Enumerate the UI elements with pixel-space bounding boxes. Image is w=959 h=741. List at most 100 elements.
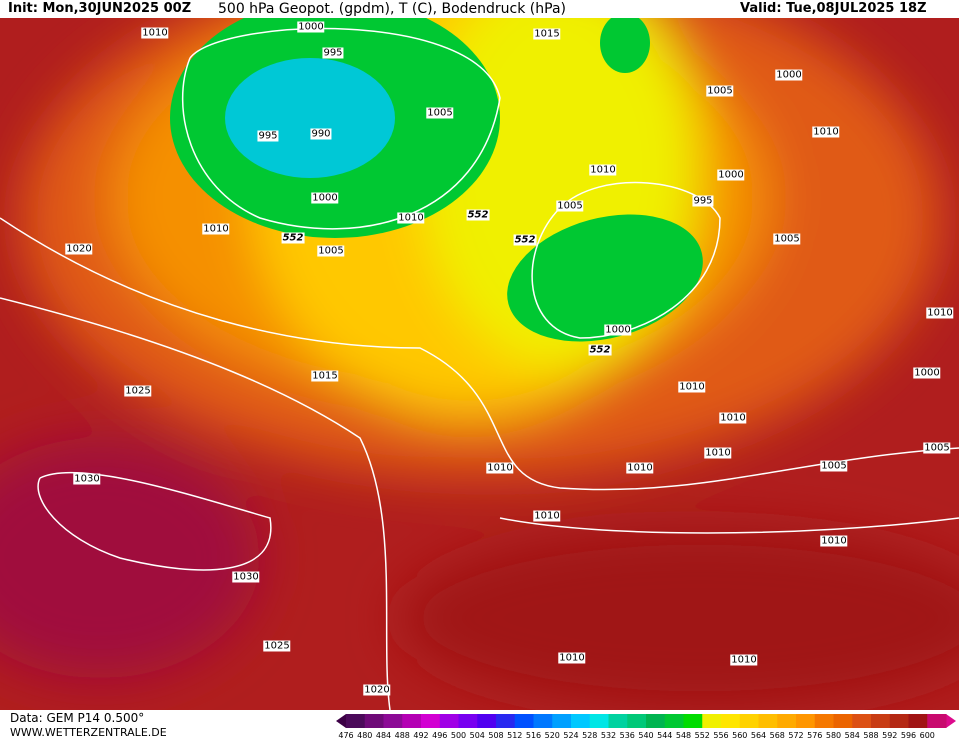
colorbar-tick-label: 536 (620, 731, 635, 740)
colorbar-tick-label: 580 (826, 731, 841, 740)
colorbar-swatch (796, 714, 816, 728)
isobar-label: 1010 (926, 307, 954, 319)
colorbar-swatch (477, 714, 497, 728)
cold-core (225, 58, 395, 178)
colorbar-tick-label: 484 (376, 731, 391, 740)
colorbar-tick-label: 600 (920, 731, 935, 740)
colorbar-tick-label: 592 (882, 731, 897, 740)
geopotential-label: 552 (466, 209, 490, 221)
isobar-label: 1010 (812, 126, 840, 138)
isobar-label: 1025 (263, 640, 291, 652)
colorbar-swatch (664, 714, 684, 728)
colorbar-tick-label: 584 (845, 731, 860, 740)
colorbar-swatch (364, 714, 384, 728)
geopotential-label: 552 (513, 234, 537, 246)
colorbar-swatch (889, 714, 909, 728)
isobar-label: 995 (322, 47, 344, 59)
colorbar-swatch (814, 714, 834, 728)
colorbar-tick-label: 544 (657, 731, 672, 740)
title: 500 hPa Geopot. (gpdm), T (C), Bodendruc… (218, 1, 566, 17)
isobar-label: 1010 (141, 27, 169, 39)
cold-pool (507, 214, 703, 342)
isobar-label: 1005 (556, 200, 584, 212)
geopotential-label: 552 (588, 344, 612, 356)
isobar-label: 1005 (706, 85, 734, 97)
isobar-label: 1030 (73, 473, 101, 485)
colorbar-arrow (336, 714, 346, 728)
colorbar-swatch (721, 714, 741, 728)
colorbar-swatch (908, 714, 928, 728)
colorbar-swatch (346, 714, 366, 728)
colorbar-swatch (627, 714, 647, 728)
isobar-label: 1025 (124, 385, 152, 397)
isobar-label: 1005 (426, 107, 454, 119)
colorbar-tick-label: 560 (732, 731, 747, 740)
colorbar-swatch (739, 714, 759, 728)
colorbar: 476 480 484 488 492 496 500 504 508 512 516 520 524 5… (336, 714, 956, 740)
isobar-label: 1015 (533, 28, 561, 40)
isobar-label: 995 (692, 195, 714, 207)
colorbar-tick-label: 564 (751, 731, 766, 740)
init-time: Init: Mon,30JUN2025 00Z (8, 1, 192, 16)
colorbar-swatch (852, 714, 872, 728)
colorbar-swatch (758, 714, 778, 728)
colorbar-swatch (702, 714, 722, 728)
colorbar-tick-label: 596 (901, 731, 916, 740)
colorbar-swatch (439, 714, 459, 728)
colorbar-tick-label: 488 (395, 731, 410, 740)
isobar-label: 1010 (719, 412, 747, 424)
colorbar-swatch (458, 714, 478, 728)
cold-pool (600, 18, 650, 73)
colorbar-tick-label: 508 (488, 731, 503, 740)
geopotential-label: 552 (281, 232, 305, 244)
isobar-label: 1030 (232, 571, 260, 583)
colorbar-tick-label: 532 (601, 731, 616, 740)
colorbar-tick-label: 556 (713, 731, 728, 740)
colorbar-tick-label: 520 (545, 731, 560, 740)
isobar-label: 1010 (533, 510, 561, 522)
colorbar-tick-label: 576 (807, 731, 822, 740)
isobar-label: 1010 (626, 462, 654, 474)
isobar-label: 1000 (311, 192, 339, 204)
colorbar-tick-label: 528 (582, 731, 597, 740)
colorbar-tick-label: 568 (770, 731, 785, 740)
colorbar-swatch (496, 714, 516, 728)
isobar-label: 1010 (678, 381, 706, 393)
colorbar-swatch (402, 714, 422, 728)
colorbar-tick-label: 552 (695, 731, 710, 740)
isobar-label: 990 (310, 128, 332, 140)
valid-time: Valid: Tue,08JUL2025 18Z (740, 1, 927, 16)
colorbar-swatch (514, 714, 534, 728)
colorbar-tick-label: 540 (638, 731, 653, 740)
colorbar-tick-label: 476 (338, 731, 353, 740)
isobar-label: 1010 (820, 535, 848, 547)
colorbar-swatch (646, 714, 666, 728)
isobar-lines (0, 27, 959, 710)
isobar-label: 995 (257, 130, 279, 142)
colorbar-swatch (533, 714, 553, 728)
colorbar-tick-label: 496 (432, 731, 447, 740)
isobar-label: 1010 (486, 462, 514, 474)
site: WWW.WETTERZENTRALE.DE (10, 726, 167, 739)
isobar-label: 1010 (558, 652, 586, 664)
isobar-label: 1015 (311, 370, 339, 382)
isobar-label: 1000 (604, 324, 632, 336)
colorbar-tick-label: 504 (470, 731, 485, 740)
colorbar-swatch (833, 714, 853, 728)
isobar-label: 1000 (913, 367, 941, 379)
colorbar-swatch (608, 714, 628, 728)
colorbar-tick-label: 588 (863, 731, 878, 740)
data-source: Data: GEM P14 0.500° (10, 711, 145, 725)
colorbar-tick-label: 572 (788, 731, 803, 740)
isobar-label: 1005 (820, 460, 848, 472)
colorbar-swatch (421, 714, 441, 728)
colorbar-swatch (927, 714, 947, 728)
isobar-label: 1010 (730, 654, 758, 666)
isobar-label: 1005 (923, 442, 951, 454)
colorbar-swatch (383, 714, 403, 728)
map (0, 18, 959, 710)
isobar-label: 1020 (363, 684, 391, 696)
colorbar-swatch (871, 714, 891, 728)
isobar-label: 1010 (202, 223, 230, 235)
